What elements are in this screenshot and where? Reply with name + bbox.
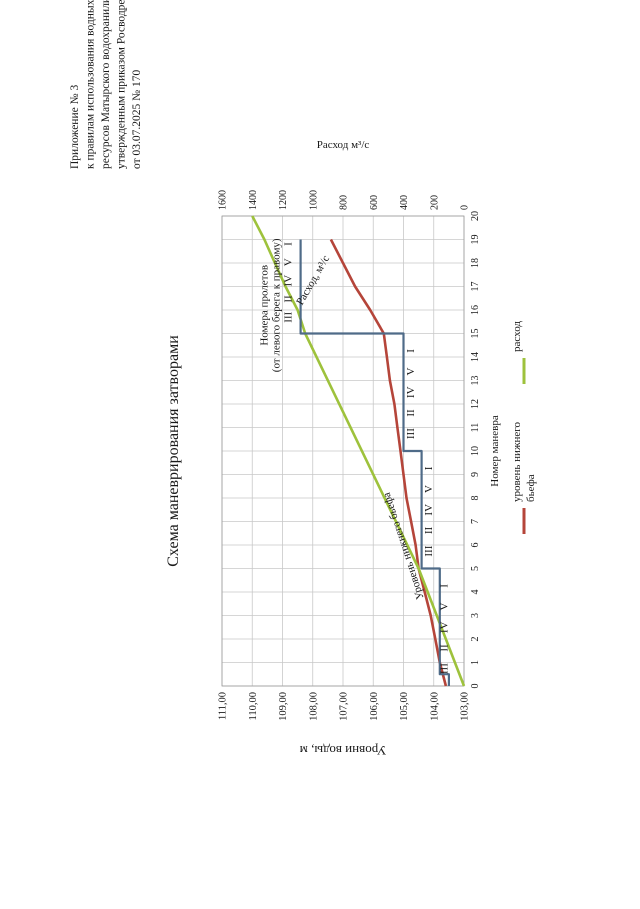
bay-number-label: V [423,485,435,493]
header-line: утвержденным приказом Росводресурсов [116,0,128,169]
y-left-tick-label: 108,00 [308,692,319,721]
x-tick-label: 20 [470,211,481,221]
x-tick-label: 8 [470,496,481,501]
y-left-tick-label: 110,00 [248,692,259,721]
x-tick-label: 12 [470,399,481,409]
header-line: Приложение № 3 [69,85,81,169]
bay-number-label: II [283,295,295,303]
y-right-axis-label: Расход м³/с [317,139,370,151]
y-right-tick-label: 200 [429,195,440,210]
y-right-tick-label: 800 [339,195,350,210]
header-line: от 03.07.2025 № 170 [131,70,143,169]
x-tick-label: 3 [470,613,481,618]
legend-label: уровень нижнего [511,421,523,502]
x-tick-label: 0 [470,684,481,689]
y-right-tick-label: 0 [460,205,471,210]
bay-number-label: III [438,663,450,674]
y-left-tick-label: 104,00 [429,692,440,721]
y-left-tick-label: 107,00 [339,692,350,721]
x-tick-label: 7 [470,519,481,524]
y-left-tick-label: 103,00 [460,692,471,721]
legend-label: расход [511,321,523,352]
bay-number-label: II [405,409,417,417]
bay-number-label: IV [405,386,417,398]
bay-number-label: IV [423,504,435,516]
annotations: Номера пролетов(от левого берега к право… [258,238,426,601]
y-left-tick-label: 106,00 [369,692,380,721]
y-right-tick-label: 600 [369,195,380,210]
x-tick-label: 19 [470,235,481,245]
bay-number-label: III [423,545,435,556]
x-tick-label: 2 [470,637,481,642]
x-tick-label: 17 [470,282,481,292]
y-right-tick-label: 1600 [218,190,229,210]
bay-number-label: I [283,242,295,246]
legend-label: бьефа [525,474,537,502]
x-tick-label: 6 [470,543,481,548]
bay-number-label: I [405,349,417,353]
x-tick-label: 15 [470,329,481,339]
y-right-tick-label: 1400 [248,190,259,210]
header-line: к правилам использования водных [85,0,97,169]
appendix-header: Приложение № 3 к правилам использования в… [69,0,143,169]
bay-number-label: II [438,644,450,652]
bay-number-label: III [283,311,295,322]
x-tick-label: 18 [470,258,481,268]
series-line-2 [301,240,449,687]
header-line: ресурсов Матырского водохранилища, [100,0,112,169]
bay-number-label: V [438,603,450,611]
x-tick-label: 5 [470,566,481,571]
x-tick-label: 9 [470,472,481,477]
bay-number-label: II [423,526,435,534]
y-left-tick-label: 111,00 [218,692,229,720]
y-right-tick-label: 1000 [308,190,319,210]
bay-number-label: I [423,466,435,470]
x-tick-label: 4 [470,590,481,595]
bays-annotation-line-2: (от левого берега к правому) [270,238,282,372]
x-tick-label: 1 [470,660,481,665]
chart-title: Схема маневрирования затворами [165,335,182,567]
x-tick-label: 16 [470,305,481,315]
x-tick-label: 11 [470,423,481,433]
bay-number-label: V [283,258,295,266]
bay-number-label: V [405,368,417,376]
y-right-tick-label: 400 [399,195,410,210]
bay-number-label: III [405,428,417,439]
x-tick-label: 10 [470,446,481,456]
bay-number-label: IV [283,275,295,287]
bay-number-label: IV [438,621,450,633]
y-right-tick-label: 1200 [278,190,289,210]
bay-number-label: I [438,584,450,588]
y-left-tick-label: 109,00 [278,692,289,721]
bays-annotation-line-1: Номера пролетов [258,265,270,346]
series-line-0 [331,240,446,687]
x-tick-label: 14 [470,352,481,362]
y-left-tick-label: 105,00 [399,692,410,721]
x-axis-label: Номер маневра [489,415,501,487]
y-left-axis-label: Уровни воды, м [300,743,387,758]
x-tick-label: 13 [470,376,481,386]
